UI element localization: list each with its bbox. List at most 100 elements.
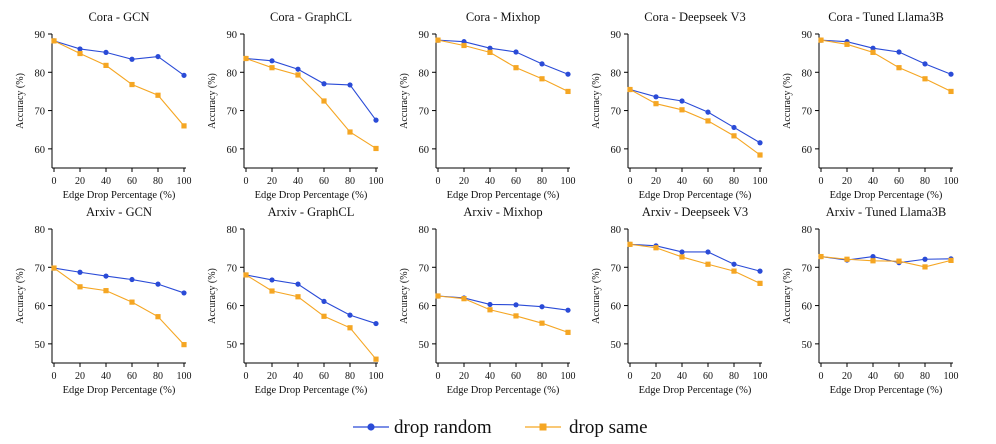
series-drop-random bbox=[51, 38, 187, 78]
data-point bbox=[565, 329, 571, 335]
data-point bbox=[818, 37, 824, 43]
x-tick-label: 40 bbox=[293, 371, 303, 382]
data-point bbox=[539, 304, 545, 310]
x-tick-label: 100 bbox=[944, 371, 959, 382]
x-tick-label: 0 bbox=[819, 371, 824, 382]
y-axis-label: Accuracy (%) bbox=[399, 268, 410, 324]
data-point bbox=[948, 71, 954, 77]
x-tick-label: 0 bbox=[628, 371, 633, 382]
x-tick-label: 20 bbox=[267, 176, 277, 187]
series-drop-random bbox=[435, 293, 571, 313]
x-tick-label: 40 bbox=[868, 176, 878, 187]
x-tick-label: 0 bbox=[52, 176, 57, 187]
panel-title: Arxiv - GCN bbox=[86, 205, 152, 219]
data-point bbox=[243, 272, 249, 278]
x-tick-label: 0 bbox=[436, 176, 441, 187]
series-drop-random bbox=[627, 86, 763, 146]
x-tick-label: 100 bbox=[369, 176, 384, 187]
data-point bbox=[435, 37, 441, 43]
x-tick-label: 100 bbox=[561, 176, 576, 187]
x-tick-label: 20 bbox=[842, 371, 852, 382]
data-point bbox=[487, 49, 493, 55]
x-tick-label: 60 bbox=[127, 176, 137, 187]
data-point bbox=[461, 296, 467, 302]
data-point bbox=[844, 256, 850, 262]
panel-7: Arxiv - GraphCL 50 60 70 80 0 20 40 60 80 100Edge … bbox=[207, 205, 384, 396]
data-point bbox=[948, 88, 954, 95]
data-point bbox=[181, 290, 187, 296]
series-line bbox=[53, 267, 185, 345]
x-tick-label: 80 bbox=[153, 176, 163, 187]
data-point bbox=[269, 288, 275, 294]
data-point bbox=[705, 261, 711, 267]
series-line bbox=[629, 88, 761, 144]
x-tick-label: 100 bbox=[369, 371, 384, 382]
y-tick-label: 80 bbox=[611, 68, 622, 79]
data-point bbox=[731, 268, 737, 274]
x-tick-label: 40 bbox=[101, 176, 111, 187]
y-tick-label: 90 bbox=[802, 30, 813, 41]
y-tick-label: 90 bbox=[419, 30, 430, 41]
x-axis-label: Edge Drop Percentage (%) bbox=[63, 190, 176, 201]
y-tick-label: 60 bbox=[35, 145, 46, 156]
panel-title: Arxiv - Deepseek V3 bbox=[642, 205, 748, 219]
x-tick-label: 80 bbox=[537, 176, 547, 187]
data-point bbox=[870, 49, 876, 55]
data-point bbox=[757, 268, 763, 274]
series-drop-same bbox=[627, 241, 763, 286]
y-axis-label: Accuracy (%) bbox=[591, 73, 602, 129]
x-tick-label: 0 bbox=[436, 371, 441, 382]
y-tick-label: 50 bbox=[419, 340, 430, 351]
data-point bbox=[818, 253, 824, 260]
series-drop-random bbox=[243, 272, 379, 327]
data-point bbox=[51, 38, 57, 44]
data-point bbox=[181, 72, 187, 78]
data-point bbox=[269, 65, 275, 71]
y-tick-label: 80 bbox=[802, 68, 813, 79]
data-point bbox=[373, 117, 379, 123]
data-point bbox=[77, 269, 83, 275]
data-point bbox=[705, 109, 711, 115]
x-tick-label: 20 bbox=[267, 371, 277, 382]
data-point bbox=[487, 45, 493, 51]
x-tick-label: 80 bbox=[920, 371, 930, 382]
data-point bbox=[295, 72, 301, 78]
x-tick-label: 80 bbox=[345, 176, 355, 187]
data-point bbox=[77, 284, 83, 290]
series-line bbox=[437, 295, 569, 311]
y-tick-label: 60 bbox=[419, 302, 430, 313]
data-point bbox=[844, 41, 850, 47]
y-tick-label: 70 bbox=[611, 263, 622, 274]
series-line bbox=[245, 57, 377, 149]
data-point bbox=[731, 133, 737, 139]
series-drop-same bbox=[243, 272, 379, 362]
data-point bbox=[129, 276, 135, 283]
y-tick-label: 50 bbox=[802, 340, 813, 351]
data-point bbox=[181, 123, 187, 129]
y-tick-label: 80 bbox=[227, 225, 238, 236]
y-axis-label: Accuracy (%) bbox=[207, 268, 218, 324]
data-point bbox=[731, 261, 737, 267]
y-tick-label: 70 bbox=[802, 263, 813, 274]
x-tick-label: 0 bbox=[628, 176, 633, 187]
x-tick-label: 40 bbox=[293, 176, 303, 187]
y-tick-label: 80 bbox=[227, 68, 238, 79]
x-tick-label: 0 bbox=[819, 176, 824, 187]
series-line bbox=[53, 40, 185, 76]
series-drop-same bbox=[51, 265, 187, 348]
x-tick-label: 0 bbox=[244, 371, 249, 382]
panel-title: Cora - Mixhop bbox=[466, 10, 540, 24]
x-tick-label: 20 bbox=[842, 176, 852, 187]
y-tick-label: 80 bbox=[419, 68, 430, 79]
panel-title: Cora - Deepseek V3 bbox=[644, 10, 745, 24]
data-point bbox=[679, 249, 685, 255]
x-tick-label: 40 bbox=[677, 371, 687, 382]
panel-5: Cora - Tuned Llama3B 60 70 80 90 0 20 40 60 80 100… bbox=[782, 10, 959, 201]
x-tick-label: 40 bbox=[485, 176, 495, 187]
y-tick-label: 70 bbox=[227, 107, 238, 118]
y-axis-label: Accuracy (%) bbox=[782, 268, 793, 324]
data-point bbox=[51, 265, 57, 271]
y-tick-label: 80 bbox=[802, 225, 813, 236]
x-tick-label: 20 bbox=[75, 176, 85, 187]
panel-title: Arxiv - Mixhop bbox=[463, 205, 542, 219]
